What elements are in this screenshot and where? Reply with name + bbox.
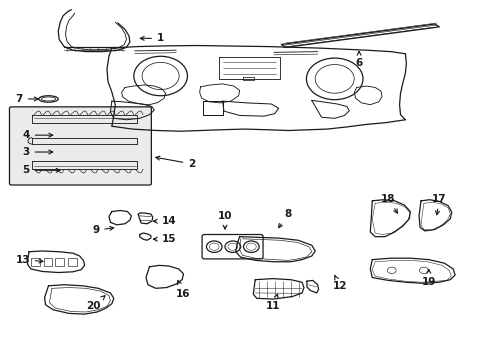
Bar [43,258,52,266]
Text: 12: 12 [332,275,346,291]
Text: 19: 19 [421,269,435,287]
Text: 4: 4 [22,130,53,140]
Text: 16: 16 [176,280,190,299]
Text: 3: 3 [22,147,53,157]
Text: 13: 13 [15,255,43,265]
Bar [55,258,64,266]
Text: 18: 18 [380,194,397,213]
FancyBboxPatch shape [9,107,151,185]
Text: 15: 15 [153,234,176,244]
Text: 7: 7 [16,94,38,104]
Text: 2: 2 [156,156,195,169]
Text: 14: 14 [153,216,176,226]
Text: 11: 11 [265,294,280,311]
Text: 8: 8 [278,209,291,228]
Text: 9: 9 [92,225,114,235]
Text: 20: 20 [86,296,105,311]
Bar [31,258,40,266]
Text: 17: 17 [431,194,446,215]
Text: 10: 10 [217,211,232,229]
Text: 5: 5 [22,165,60,175]
Text: 1: 1 [140,33,164,43]
Bar [68,258,77,266]
Text: 6: 6 [355,51,362,68]
